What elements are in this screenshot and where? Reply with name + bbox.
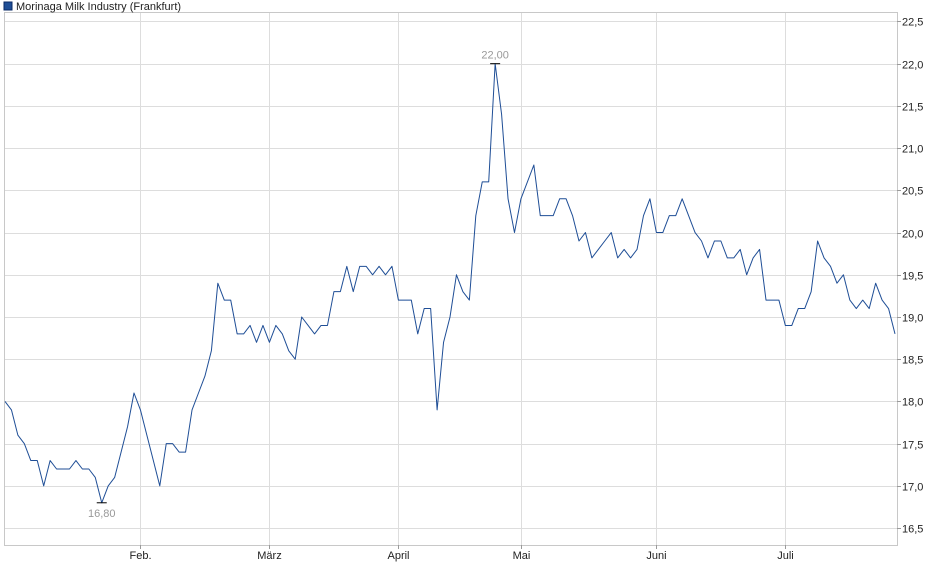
x-tick-label: März [257,550,281,562]
x-tick-label: Juni [646,550,666,562]
x-tick-label: Feb. [129,550,151,562]
annotation-layer: 22,00 16,80 [88,50,509,520]
grid-layer [5,13,897,545]
y-tick-label: 17,5 [902,440,923,452]
series-layer [4,63,896,504]
y-tick-label: 16,5 [902,524,923,536]
y-tick-label: 18,5 [902,355,923,367]
legend-swatch [3,1,13,11]
y-axis: 16,5 17,0 17,5 18,0 18,5 19,0 19,5 20,0 20,5 21,0… [897,17,923,536]
annotation-label: 22,00 [481,50,509,62]
y-tick-label: 18,0 [902,397,923,409]
x-tick-label: April [387,550,409,562]
annotation-label: 16,80 [88,508,116,520]
y-tick-label: 20,0 [902,229,923,241]
y-tick-label: 21,5 [902,102,923,114]
x-tick-label: Mai [513,550,531,562]
plot-frame [4,12,898,546]
y-tick-label: 20,5 [902,186,923,198]
y-tick-label: 22,5 [902,17,923,29]
x-axis: Feb. März April Mai Juni Juli [129,545,794,562]
legend-label: Morinaga Milk Industry (Frankfurt) [16,1,181,13]
y-tick-label: 19,0 [902,313,923,325]
y-tick-label: 19,5 [902,271,923,283]
price-line [4,63,896,504]
x-tick-label: Juli [777,550,794,562]
legend: Morinaga Milk Industry (Frankfurt) [3,1,181,13]
y-tick-label: 21,0 [902,144,923,156]
y-tick-label: 17,0 [902,482,923,494]
y-tick-label: 22,0 [902,60,923,72]
